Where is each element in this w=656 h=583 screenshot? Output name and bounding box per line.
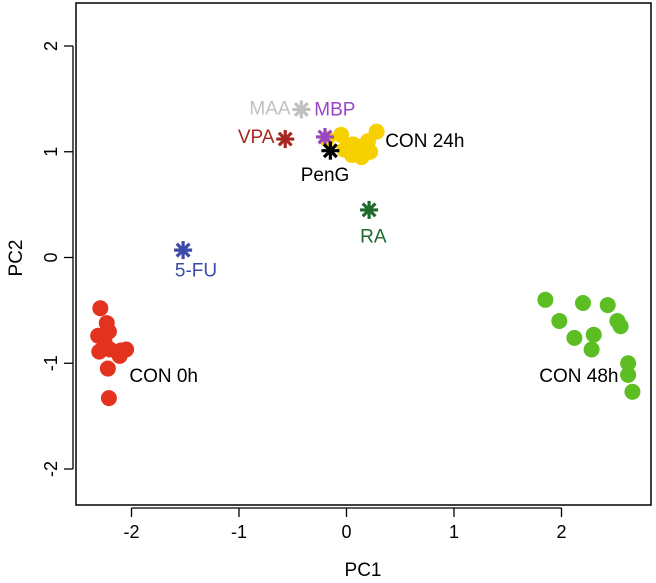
data-point bbox=[551, 312, 568, 329]
data-point bbox=[575, 294, 591, 311]
data-point bbox=[353, 149, 370, 166]
series-mbp bbox=[316, 127, 334, 146]
label-mbp: MBP bbox=[314, 100, 355, 121]
series-con-0h bbox=[90, 300, 135, 407]
x-axis-title: PC1 bbox=[345, 560, 382, 581]
data-point bbox=[620, 366, 637, 383]
data-point bbox=[368, 123, 385, 140]
x-tick-label: 0 bbox=[341, 522, 351, 542]
series-con-24h bbox=[319, 123, 385, 166]
asterisk-marker bbox=[174, 241, 193, 260]
label-ra: RA bbox=[360, 226, 387, 247]
asterisk-marker bbox=[360, 200, 379, 219]
label-con-0h: CON 0h bbox=[129, 366, 198, 387]
label-con-48h: CON 48h bbox=[539, 366, 618, 387]
asterisk-marker bbox=[316, 127, 334, 146]
label-peng: PenG bbox=[301, 165, 350, 186]
label-maa: MAA bbox=[249, 98, 291, 119]
asterisk-marker bbox=[276, 130, 295, 149]
series-5-fu bbox=[174, 241, 193, 260]
y-tick-label: 0 bbox=[41, 252, 61, 262]
plot-frame bbox=[75, 2, 652, 506]
x-tick-label: 2 bbox=[556, 522, 566, 542]
data-point bbox=[112, 342, 129, 359]
data-point bbox=[624, 383, 641, 400]
data-point bbox=[583, 341, 600, 358]
data-marks bbox=[90, 100, 641, 407]
series-con-48h bbox=[537, 291, 641, 400]
label-5-fu: 5-FU bbox=[175, 260, 217, 281]
label-con-24h: CON 24h bbox=[385, 131, 464, 152]
data-point bbox=[599, 297, 616, 314]
y-tick-label: -2 bbox=[41, 461, 61, 477]
annotations: CON 0h CON 24h CON 48h MAA MBP VPA PenG RA 5-FU bbox=[129, 98, 618, 387]
asterisk-marker bbox=[321, 141, 340, 160]
data-point bbox=[537, 291, 554, 308]
y-axis-title: PC2 bbox=[6, 240, 27, 277]
asterisk-marker bbox=[292, 100, 311, 119]
series-vpa bbox=[276, 130, 295, 149]
axes: -2 -1 0 1 2 -2 -1 0 1 2 bbox=[41, 41, 567, 542]
data-point bbox=[333, 126, 350, 143]
x-tick-label: 1 bbox=[449, 522, 459, 542]
x-tick-label: -2 bbox=[123, 522, 139, 542]
data-point bbox=[585, 326, 602, 343]
series-ra bbox=[360, 200, 379, 219]
x-tick-label: -1 bbox=[231, 522, 247, 542]
series-maa bbox=[292, 100, 311, 119]
data-point bbox=[336, 141, 353, 158]
data-point bbox=[100, 390, 117, 407]
data-point bbox=[566, 329, 583, 346]
data-point bbox=[92, 300, 109, 317]
y-tick-label: -1 bbox=[41, 355, 61, 371]
data-point bbox=[612, 318, 629, 335]
label-vpa: VPA bbox=[238, 127, 275, 148]
y-tick-label: 2 bbox=[41, 41, 61, 51]
y-tick-label: 1 bbox=[41, 147, 61, 157]
data-point bbox=[620, 355, 637, 372]
data-point bbox=[99, 360, 116, 377]
series-peng bbox=[321, 141, 340, 160]
